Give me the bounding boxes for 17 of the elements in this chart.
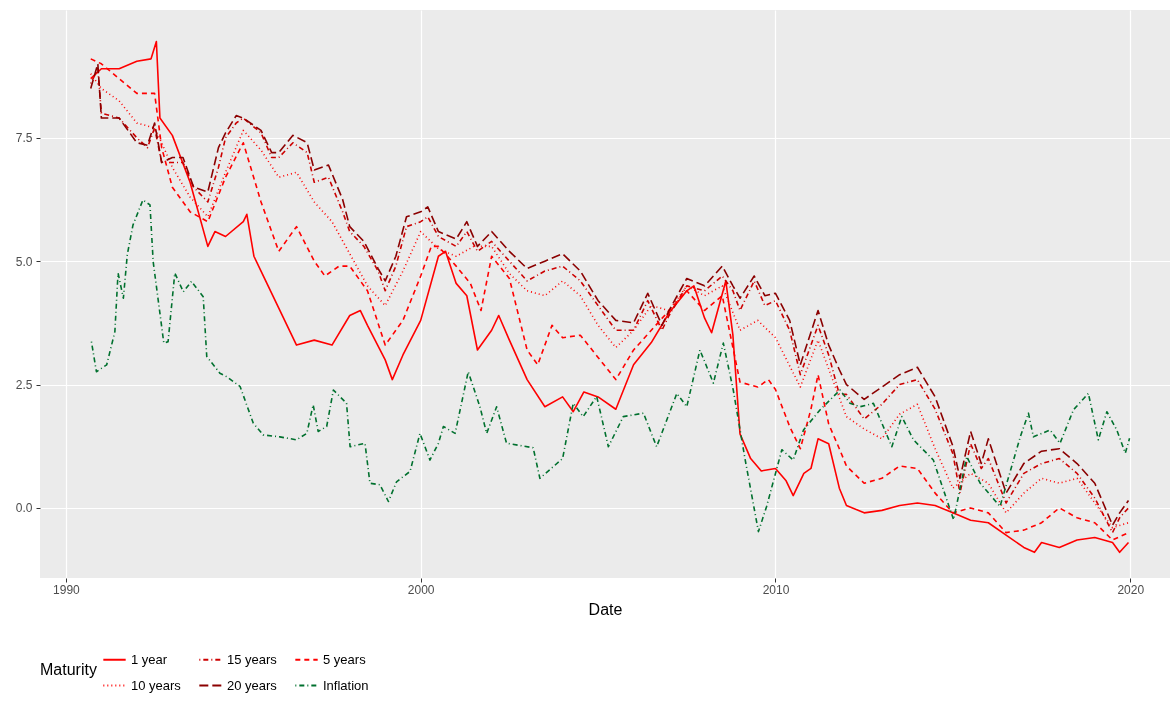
legend-label: 15 years bbox=[227, 651, 278, 667]
legend-label: 20 years bbox=[227, 677, 278, 693]
y-tick-label: 0.0 bbox=[15, 501, 33, 516]
y-tick-label: 2.5 bbox=[15, 378, 33, 393]
y-tick-label: 5.0 bbox=[15, 254, 33, 269]
legend-label: 10 years bbox=[131, 677, 182, 693]
x-tick-label: 2000 bbox=[407, 582, 435, 597]
x-tick-label: 2010 bbox=[762, 582, 790, 597]
line-series bbox=[90, 199, 1131, 533]
x-tick-label: 2020 bbox=[1117, 582, 1145, 597]
legend-label: 1 year bbox=[131, 651, 168, 667]
x-axis-title: Date bbox=[588, 600, 623, 618]
y-tick-label: 7.5 bbox=[15, 131, 33, 146]
legend-label: 5 years bbox=[323, 651, 367, 667]
x-tick-label: 1990 bbox=[53, 582, 81, 597]
legend-label: Inflation bbox=[323, 677, 369, 693]
legend-title: Maturity bbox=[40, 661, 97, 678]
